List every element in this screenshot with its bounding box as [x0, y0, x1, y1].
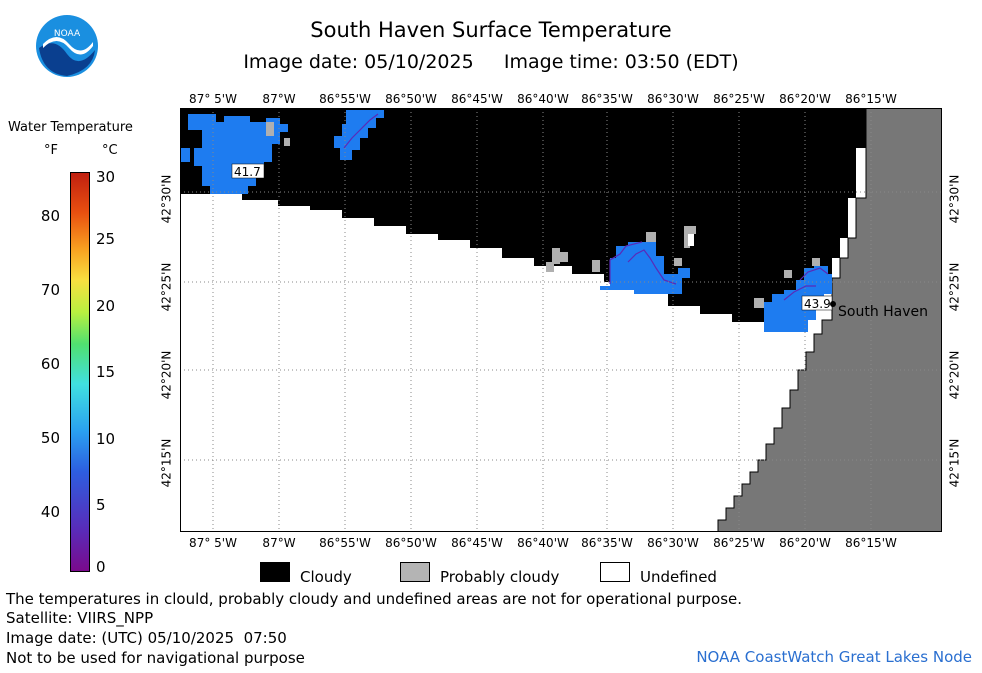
lon-bottom-86-15: 86°15'W — [845, 536, 897, 550]
temp-label-1: 41.7 — [234, 165, 261, 179]
footer-satellite: Satellite: VIIRS_NPP — [6, 609, 154, 627]
legend-undefined-swatch — [600, 562, 630, 582]
lon-top-86-20: 86°20'W — [779, 92, 831, 106]
lon-bottom-86-20: 86°20'W — [779, 536, 831, 550]
lon-bottom-86-35: 86°35'W — [581, 536, 633, 550]
lon-bottom-86-55: 86°55'W — [319, 536, 371, 550]
lon-top-86-50: 86°50'W — [385, 92, 437, 106]
legend-cloudy-label: Cloudy — [300, 568, 352, 586]
unit-fahrenheit: °F — [44, 143, 58, 158]
image-info: Image date: 05/10/2025 Image time: 03:50… — [0, 51, 982, 73]
tick-f-50: 50 — [40, 429, 60, 447]
legend-cloudy-swatch — [260, 562, 290, 582]
tick-c-20: 20 — [96, 297, 116, 315]
lat-right-42-30: 42°30'N — [947, 174, 962, 224]
cloudy-area — [180, 108, 866, 322]
temp-label-box-1 — [231, 163, 265, 179]
unit-celsius: °C — [102, 143, 118, 158]
legend-undefined-label: Undefined — [640, 568, 717, 586]
tick-f-70: 70 — [40, 281, 60, 299]
footer-disclaimer: The temperatures in clould, probably clo… — [6, 590, 743, 608]
water-patch-central — [600, 238, 690, 294]
image-time: Image time: 03:50 (EDT) — [503, 51, 739, 73]
lon-bottom-86-25: 86°25'W — [713, 536, 765, 550]
temperature-contours — [343, 113, 829, 301]
city-label: South Haven — [838, 304, 928, 320]
city-marker — [830, 301, 836, 307]
lon-top-86-55: 86°55'W — [319, 92, 371, 106]
tick-c-10: 10 — [96, 430, 116, 448]
tick-f-60: 60 — [40, 355, 60, 373]
lon-top-87-5: 87° 5'W — [189, 92, 237, 106]
temp-label-2: 43.9 — [804, 297, 831, 311]
logo-text: NOAA — [54, 29, 81, 39]
lon-bottom-86-30: 86°30'W — [647, 536, 699, 550]
lat-right-42-25: 42°25'N — [947, 262, 962, 312]
water-patch-southhaven — [764, 266, 832, 332]
page-title: South Haven Surface Temperature — [310, 18, 672, 42]
tick-c-15: 15 — [96, 363, 116, 381]
tick-c-0: 0 — [96, 558, 106, 576]
noaa-logo: NOAA — [36, 15, 98, 77]
temperature-colorbar — [70, 172, 90, 572]
lat-left-42-30: 42°30'N — [159, 174, 174, 224]
lon-top-86-45: 86°45'W — [451, 92, 503, 106]
lat-left-42-25: 42°25'N — [159, 262, 174, 312]
colorbar-title: Water Temperature — [8, 120, 133, 135]
lat-left-42-15: 42°15'N — [159, 438, 174, 488]
legend-probably-cloudy-swatch — [400, 562, 430, 582]
tick-c-30: 30 — [96, 168, 116, 186]
lon-top-86-15: 86°15'W — [845, 92, 897, 106]
image-date: Image date: 05/10/2025 — [243, 51, 474, 73]
footer-credit: NOAA CoastWatch Great Lakes Node — [696, 648, 972, 666]
lon-bottom-87-5: 87° 5'W — [189, 536, 237, 550]
lon-top-86-30: 86°30'W — [647, 92, 699, 106]
lon-top-86-40: 86°40'W — [517, 92, 569, 106]
land-area — [717, 108, 942, 532]
undefined-bit — [688, 234, 694, 246]
lat-right-42-20: 42°20'N — [947, 350, 962, 400]
legend-probably-cloudy-label: Probably cloudy — [440, 568, 560, 586]
water-patch-north — [334, 110, 384, 160]
water-patch-edge — [180, 148, 190, 162]
lat-left-42-20: 42°20'N — [159, 350, 174, 400]
map-grid — [180, 108, 942, 532]
lon-bottom-86-50: 86°50'W — [385, 536, 437, 550]
lon-bottom-86-40: 86°40'W — [517, 536, 569, 550]
probably-cloudy-areas — [266, 122, 820, 308]
tick-c-25: 25 — [96, 230, 116, 248]
lat-right-42-15: 42°15'N — [947, 438, 962, 488]
cloud-pixels-west — [180, 108, 202, 194]
temperature-map: 41.7 43.9 South Haven — [180, 108, 942, 532]
tick-f-40: 40 — [40, 503, 60, 521]
tick-c-5: 5 — [96, 496, 106, 514]
map-border — [180, 108, 942, 532]
lon-bottom-87: 87°W — [262, 536, 296, 550]
footer-navigation-warning: Not to be used for navigational purpose — [6, 649, 305, 667]
lon-bottom-86-45: 86°45'W — [451, 536, 503, 550]
tick-f-80: 80 — [40, 207, 60, 225]
lon-top-86-25: 86°25'W — [713, 92, 765, 106]
lon-top-86-35: 86°35'W — [581, 92, 633, 106]
footer-utc-date: Image date: (UTC) 05/10/2025 07:50 — [6, 629, 287, 647]
lon-top-87: 87°W — [262, 92, 296, 106]
